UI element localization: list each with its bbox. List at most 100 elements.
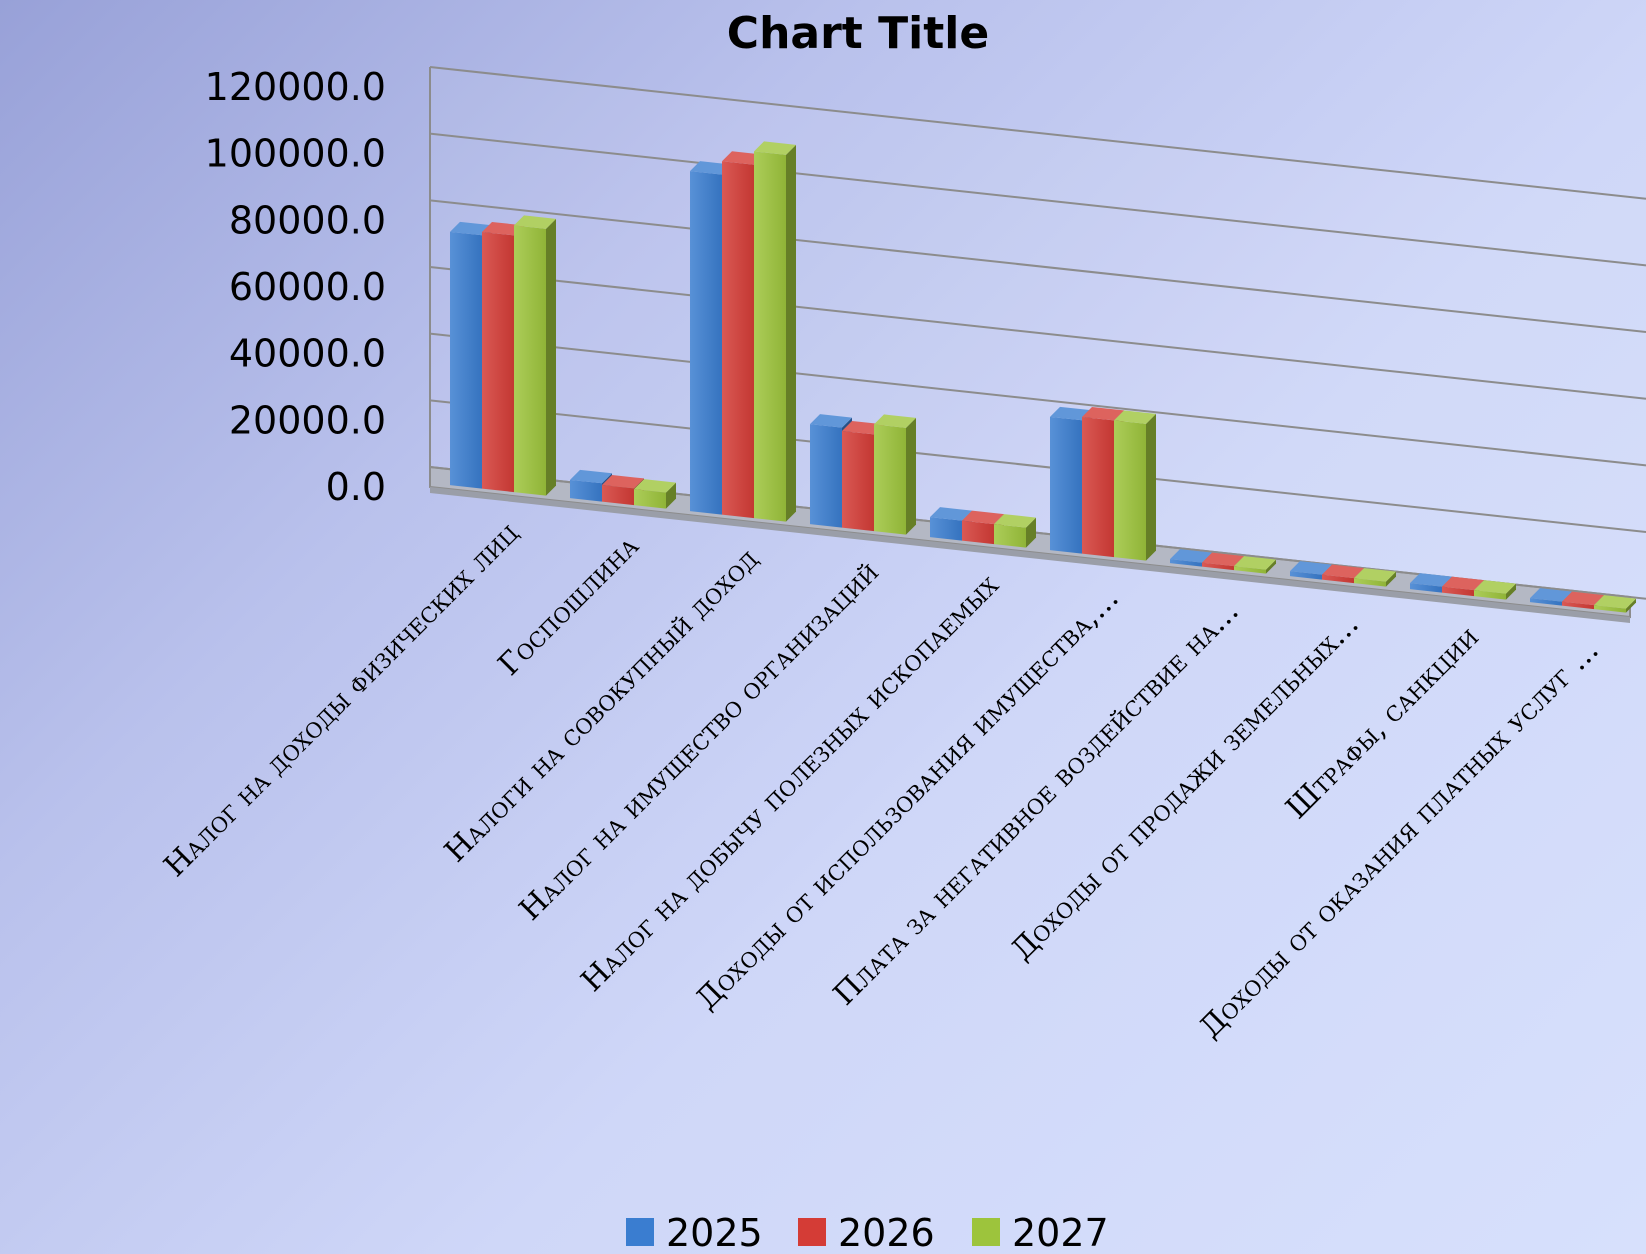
bar-side (786, 144, 796, 522)
gridline (429, 132, 1646, 267)
bar-front (994, 524, 1026, 548)
legend-swatch (798, 1218, 826, 1246)
bar-top (1114, 410, 1156, 424)
bar-top (1050, 406, 1092, 421)
legend-item: 2027 (972, 1211, 1109, 1254)
bar-front (754, 151, 786, 522)
bar-side (1506, 583, 1516, 600)
bar-top (634, 479, 676, 493)
bar (874, 414, 916, 535)
bar-front (1354, 578, 1386, 587)
bars (450, 141, 1636, 613)
y-tick-label: 80000.0 (229, 198, 386, 242)
bar (1354, 568, 1396, 587)
bar (1594, 595, 1636, 613)
y-tick-label: 60000.0 (229, 265, 386, 309)
bar-side (1626, 598, 1636, 613)
bar-front (570, 479, 602, 502)
legend-swatch (972, 1218, 1000, 1246)
bar-front (1290, 571, 1322, 580)
chart-title: Chart Title (727, 8, 989, 59)
legend-label: 2025 (666, 1211, 763, 1254)
bar-front (634, 489, 666, 509)
legend-label: 2027 (1012, 1211, 1109, 1254)
bar-front (930, 517, 962, 541)
bar-side (906, 417, 916, 535)
bar-side (1266, 559, 1276, 574)
bar-front (1474, 590, 1506, 600)
bar (754, 141, 796, 522)
bar-front (1082, 416, 1114, 558)
y-tick-label: 40000.0 (229, 332, 386, 376)
bar-front (874, 424, 906, 535)
y-tick-label: 120000.0 (205, 65, 386, 109)
bar-top (1442, 576, 1484, 591)
bar-top (754, 141, 796, 155)
bar-top (450, 221, 492, 236)
bar-top (1202, 552, 1244, 567)
bar-top (1322, 564, 1364, 579)
bar (634, 479, 676, 509)
bar-top (842, 420, 884, 435)
bar-front (482, 231, 514, 493)
gridline (429, 199, 1646, 334)
bar (1234, 556, 1276, 574)
bar-side (546, 218, 556, 496)
bar (1114, 410, 1156, 561)
legend-label: 2026 (838, 1211, 935, 1254)
bar-top (482, 221, 524, 236)
bar-front (1170, 559, 1202, 567)
bar (994, 514, 1036, 548)
legend: 2025 2026 2027 (626, 1211, 1109, 1254)
bar-top (1530, 588, 1572, 602)
bar-front (1562, 601, 1594, 610)
bar-front (1322, 574, 1354, 584)
floor-edge (430, 487, 1630, 623)
legend-item: 2025 (626, 1211, 763, 1254)
bar-front (1114, 420, 1146, 561)
bar-top (810, 414, 852, 428)
y-tick-label: 0.0 (326, 465, 386, 509)
bar-front (722, 161, 754, 519)
bar-front (602, 484, 634, 506)
bar-side (1146, 413, 1156, 561)
bar-front (450, 231, 482, 489)
bar-top (1474, 580, 1516, 594)
y-tick-label: 100000.0 (205, 132, 386, 176)
bar-side (1386, 571, 1396, 587)
bar-front (1530, 598, 1562, 606)
back-wall (430, 67, 1646, 599)
bar-top (1410, 573, 1452, 587)
bar-top (1170, 549, 1212, 563)
bar-front (810, 424, 842, 528)
bar-front (1050, 416, 1082, 554)
bar-front (1234, 566, 1266, 574)
bar-top (1082, 406, 1124, 421)
bar-top (1594, 595, 1636, 609)
bar (514, 215, 556, 496)
legend-item: 2026 (798, 1211, 935, 1254)
bar-front (962, 520, 994, 545)
bar-front (842, 430, 874, 532)
bar-front (1594, 605, 1626, 613)
bar-front (1442, 586, 1474, 597)
y-tick-label: 20000.0 (229, 398, 386, 442)
bar (1474, 580, 1516, 600)
bar-top (962, 510, 1004, 525)
bar-front (1202, 562, 1234, 571)
gridline (429, 399, 1646, 534)
bar-top (874, 414, 916, 428)
y-axis-ticks: 0.0 20000.0 40000.0 60000.0 80000.0 100000.0 1… (205, 65, 386, 509)
bar-top (930, 507, 972, 521)
bar-top (1354, 568, 1396, 582)
bar-top (602, 474, 644, 489)
bar-front (1410, 583, 1442, 593)
bar-front (690, 171, 722, 515)
bar-top (514, 215, 556, 229)
gridline (429, 266, 1646, 400)
bar-top (994, 514, 1036, 528)
bar-front (514, 225, 546, 496)
bar-top (1290, 561, 1332, 575)
bar-top (1562, 591, 1604, 606)
